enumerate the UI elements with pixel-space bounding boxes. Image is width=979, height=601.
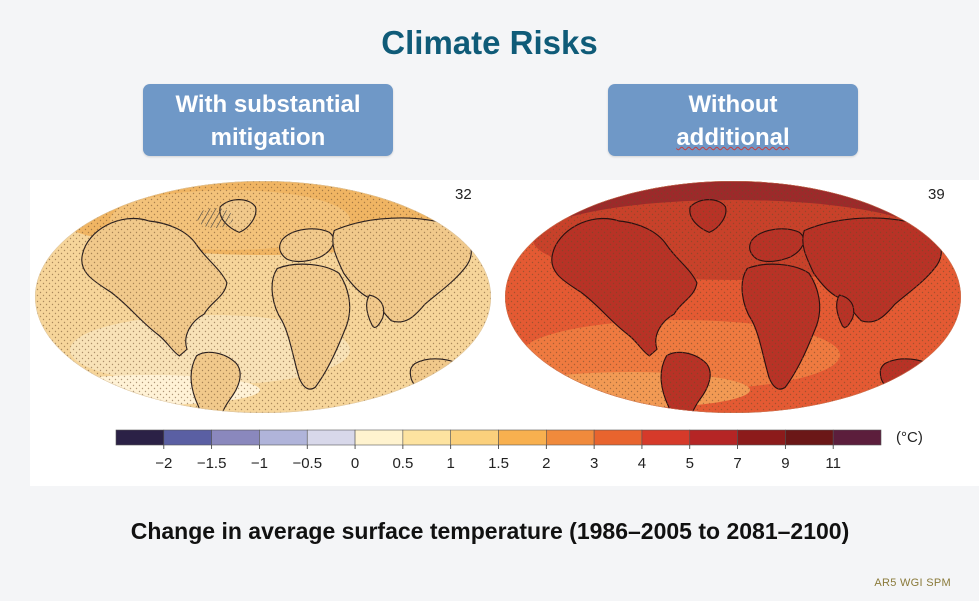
colorbar-unit: (°C) <box>896 429 923 446</box>
colorbar-swatch <box>163 429 212 446</box>
map-low-warming <box>35 181 491 413</box>
scenario-label-line: With substantial <box>175 91 361 118</box>
colorbar-tick-label: −1 <box>251 455 268 472</box>
colorbar-tick-label: −0.5 <box>292 455 322 472</box>
map-panel: 32 39 −2 −1.5 −1 −0.5 0 0.5 1 1.5 2 3 4 5 7 9 11 (°C) <box>30 180 979 486</box>
scenario-label-line: Without <box>688 91 778 118</box>
colorbar-swatch <box>259 429 308 446</box>
source-citation: AR5 WGI SPM <box>874 577 951 589</box>
colorbar-swatch <box>593 429 643 446</box>
scenario-label-line: mitigation <box>210 124 326 151</box>
colorbar-swatch <box>450 429 499 446</box>
colorbar-tick-label: −2 <box>155 455 172 472</box>
colorbar-swatch <box>641 429 691 446</box>
colorbar-swatch <box>689 429 738 446</box>
temperature-maps: 32 39 −2 −1.5 −1 −0.5 0 0.5 1 1.5 2 3 4 5 7 9 11 (°C) <box>35 181 961 472</box>
colorbar-swatch <box>785 429 834 446</box>
colorbar-tick-label: 3 <box>590 455 598 472</box>
colorbar-tick-label: −1.5 <box>197 455 227 472</box>
colorbar-swatch <box>498 429 547 446</box>
colorbar-swatch <box>832 429 882 446</box>
scenario-label-line: mitigation <box>608 154 858 156</box>
colorbar-tick-label: 1 <box>447 455 455 472</box>
model-count-right: 39 <box>928 186 945 203</box>
colorbar-tick-label: 0 <box>351 455 359 472</box>
colorbar-tick-label: 9 <box>781 455 789 472</box>
scenario-label-no-mitigation: Without additional mitigation <box>608 84 858 156</box>
model-count-left: 32 <box>455 186 472 203</box>
colorbar-tick-label: 5 <box>686 455 694 472</box>
scenario-label-mitigation: With substantial mitigation <box>143 84 393 156</box>
scenario-label-line: additional <box>676 124 790 151</box>
slide-title: Climate Risks <box>381 24 598 61</box>
colorbar-swatch <box>354 429 404 446</box>
colorbar-swatch <box>737 429 786 446</box>
colorbar-tick-label: 2 <box>542 455 550 472</box>
colorbar-tick-label: 4 <box>638 455 646 472</box>
colorbar-swatch <box>115 429 165 446</box>
map-high-warming <box>505 181 961 413</box>
colorbar-swatch <box>402 429 451 446</box>
colorbar-swatch <box>211 429 260 446</box>
figure-caption: Change in average surface temperature (1… <box>130 518 850 544</box>
colorbar-swatch <box>546 429 595 446</box>
colorbar-tick-label: 11 <box>825 455 841 472</box>
colorbar-tick-label: 0.5 <box>392 455 413 472</box>
colorbar-tick-label: 1.5 <box>488 455 509 472</box>
colorbar-tick-label: 7 <box>733 455 741 472</box>
colorbar-swatch <box>306 429 356 446</box>
colorbar: −2 −1.5 −1 −0.5 0 0.5 1 1.5 2 3 4 5 7 9 11 <box>115 429 882 472</box>
